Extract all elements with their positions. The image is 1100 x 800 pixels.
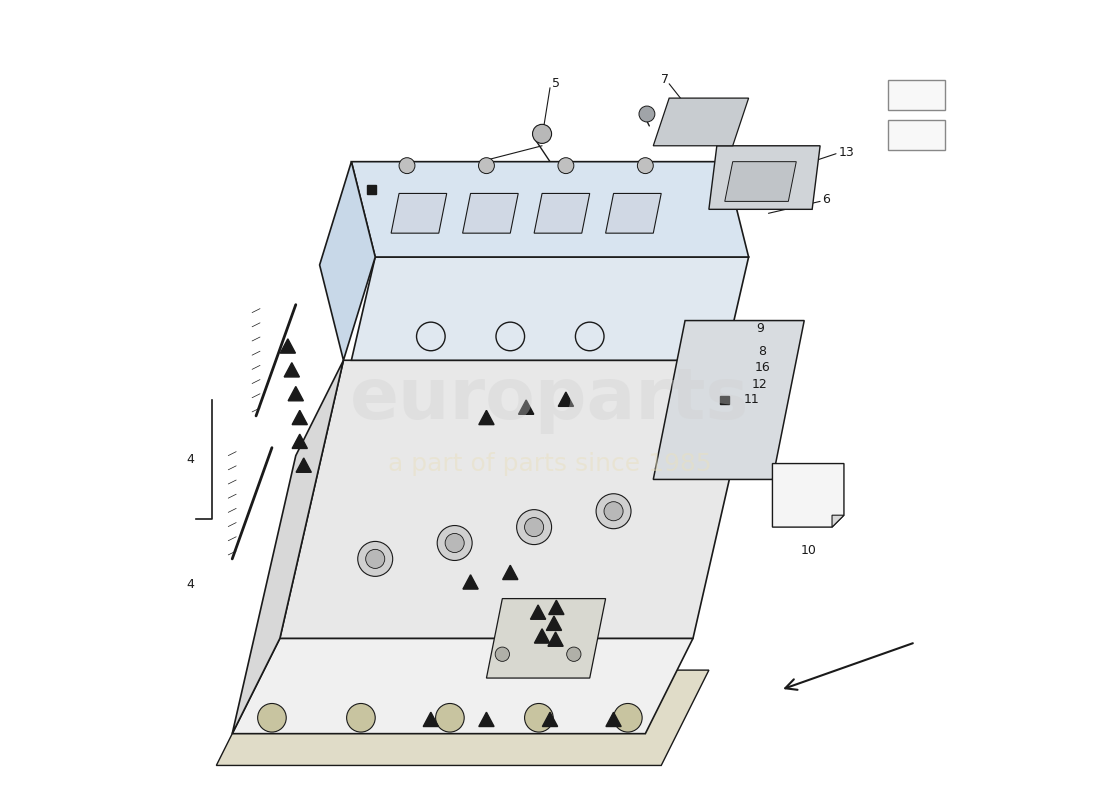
Circle shape (566, 647, 581, 662)
Circle shape (365, 550, 385, 569)
Polygon shape (832, 515, 844, 527)
Text: 14: 14 (562, 603, 578, 616)
Circle shape (495, 647, 509, 662)
Polygon shape (708, 146, 821, 210)
Polygon shape (392, 194, 447, 233)
Polygon shape (478, 712, 494, 726)
Text: 14: 14 (560, 635, 575, 648)
Text: 7: 7 (661, 74, 669, 86)
Text: europarts: europarts (350, 366, 750, 434)
Polygon shape (293, 434, 307, 449)
Polygon shape (280, 339, 296, 353)
Polygon shape (559, 392, 573, 406)
Polygon shape (653, 98, 749, 146)
Polygon shape (518, 400, 534, 414)
Circle shape (525, 703, 553, 732)
Circle shape (517, 510, 551, 545)
Circle shape (346, 703, 375, 732)
Text: 16: 16 (755, 361, 771, 374)
Circle shape (558, 158, 574, 174)
Circle shape (436, 703, 464, 732)
Circle shape (639, 106, 654, 122)
Polygon shape (296, 458, 311, 472)
Text: 9: 9 (757, 322, 764, 335)
Polygon shape (725, 162, 796, 202)
Text: = 2: = 2 (906, 128, 927, 141)
Polygon shape (351, 257, 749, 360)
Text: a part of parts since 1985: a part of parts since 1985 (388, 451, 712, 475)
Polygon shape (486, 598, 606, 678)
Polygon shape (463, 574, 478, 589)
Polygon shape (530, 605, 546, 619)
Polygon shape (463, 194, 518, 233)
Polygon shape (542, 712, 558, 726)
Bar (720, 396, 729, 404)
Text: 6: 6 (823, 194, 830, 206)
Circle shape (358, 542, 393, 576)
Polygon shape (549, 600, 564, 614)
Text: 5: 5 (552, 78, 560, 90)
Circle shape (399, 158, 415, 174)
Circle shape (532, 124, 551, 143)
Circle shape (614, 703, 642, 732)
Text: = 1: = 1 (906, 89, 927, 102)
Polygon shape (653, 321, 804, 479)
Polygon shape (606, 194, 661, 233)
Text: 4: 4 (186, 578, 194, 591)
Polygon shape (320, 162, 375, 360)
Polygon shape (548, 632, 563, 646)
Polygon shape (351, 162, 749, 257)
Circle shape (478, 158, 494, 174)
Polygon shape (232, 638, 693, 734)
Circle shape (257, 703, 286, 732)
Polygon shape (288, 386, 304, 401)
Circle shape (437, 526, 472, 561)
Polygon shape (547, 616, 562, 630)
Polygon shape (232, 360, 343, 734)
Polygon shape (772, 463, 844, 527)
Polygon shape (535, 629, 550, 643)
Circle shape (637, 158, 653, 174)
Polygon shape (889, 88, 902, 100)
Circle shape (446, 534, 464, 553)
Text: 10: 10 (801, 545, 816, 558)
FancyBboxPatch shape (888, 119, 945, 150)
Polygon shape (284, 362, 299, 377)
Circle shape (604, 502, 623, 521)
Polygon shape (217, 670, 708, 766)
Circle shape (525, 518, 543, 537)
Text: 8: 8 (758, 345, 766, 358)
Text: 12: 12 (751, 378, 768, 391)
Polygon shape (293, 410, 307, 425)
Polygon shape (606, 712, 621, 726)
Text: 15: 15 (558, 619, 574, 632)
Text: 4: 4 (186, 453, 194, 466)
Bar (367, 185, 375, 194)
FancyBboxPatch shape (888, 80, 945, 110)
Polygon shape (535, 194, 590, 233)
Polygon shape (503, 566, 518, 579)
Text: 11: 11 (744, 393, 760, 406)
Polygon shape (478, 410, 494, 425)
Circle shape (596, 494, 631, 529)
Bar (891, 130, 900, 139)
Polygon shape (424, 712, 439, 726)
Polygon shape (279, 360, 757, 638)
Text: 13: 13 (838, 146, 854, 158)
